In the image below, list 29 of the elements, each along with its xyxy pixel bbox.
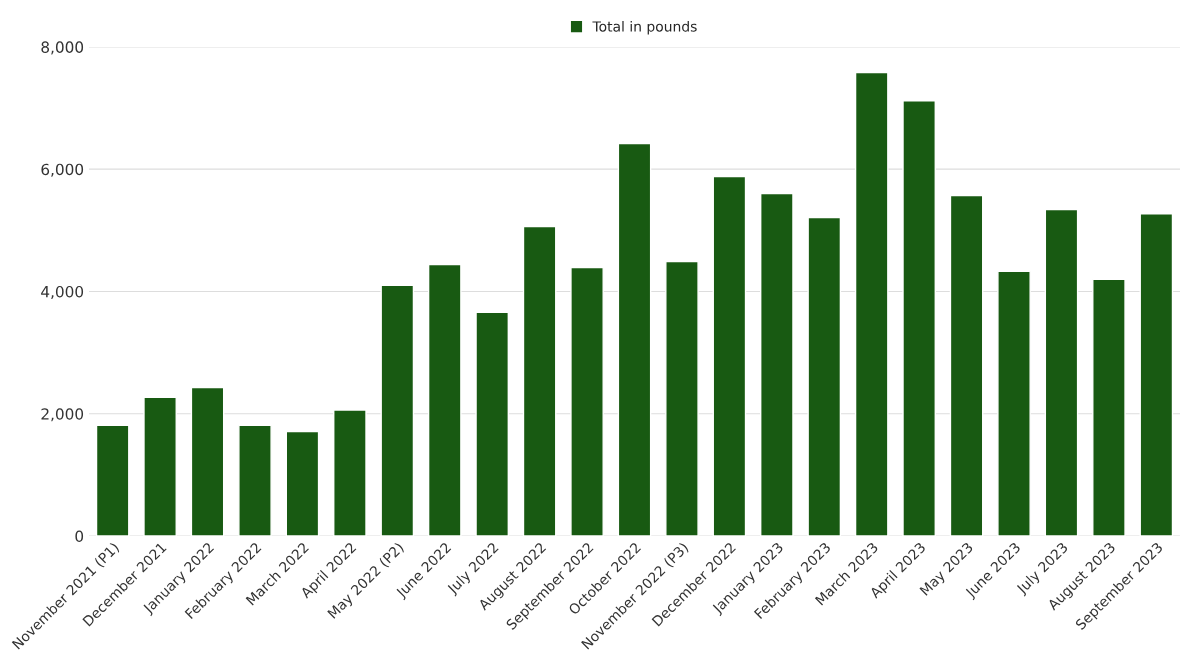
- bar: [807, 216, 842, 536]
- bar: [997, 270, 1031, 536]
- y-tick-label: 2,000: [41, 408, 84, 422]
- bar: [760, 192, 794, 536]
- y-tick-label: 0: [75, 530, 84, 543]
- bar: [712, 175, 747, 536]
- bar: [854, 71, 889, 536]
- bar: [380, 284, 415, 536]
- bar: [522, 225, 557, 536]
- bar: [475, 311, 510, 536]
- y-tick-label: 6,000: [41, 163, 84, 177]
- bar: [902, 100, 936, 536]
- y-tick-label: 4,000: [41, 285, 84, 300]
- legend-label: Total in pounds: [592, 20, 697, 35]
- bar: [1092, 278, 1126, 536]
- bar: [333, 409, 367, 536]
- bar: [617, 142, 652, 536]
- bar: [665, 260, 699, 536]
- bar: [949, 194, 984, 536]
- y-tick-label: 8,000: [41, 41, 84, 55]
- bar: [95, 424, 130, 536]
- bar: [1044, 208, 1079, 536]
- bar: [190, 386, 225, 536]
- bar: [570, 266, 604, 536]
- bar: [1139, 213, 1174, 536]
- bar: [427, 263, 462, 536]
- bar: [143, 396, 177, 536]
- bar: [285, 430, 320, 536]
- bar: [238, 424, 272, 536]
